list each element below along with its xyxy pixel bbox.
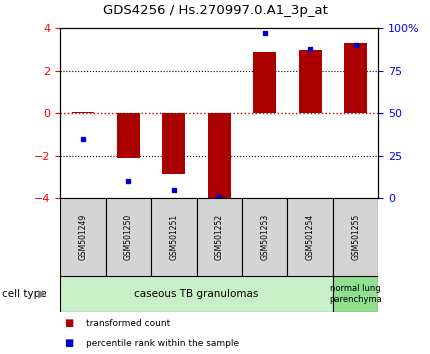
Bar <box>60 276 333 312</box>
Bar <box>288 198 333 276</box>
Text: ▶: ▶ <box>38 289 46 299</box>
Text: GSM501249: GSM501249 <box>78 214 87 260</box>
Bar <box>197 198 242 276</box>
Bar <box>163 113 185 174</box>
Text: GSM501252: GSM501252 <box>215 214 224 260</box>
Text: ■: ■ <box>64 338 74 348</box>
Bar <box>151 198 197 276</box>
Bar <box>333 276 378 312</box>
Bar <box>333 198 378 276</box>
Text: percentile rank within the sample: percentile rank within the sample <box>86 339 239 348</box>
Text: GSM501254: GSM501254 <box>306 214 315 260</box>
Text: GSM501255: GSM501255 <box>351 214 360 260</box>
Bar <box>117 113 140 158</box>
Text: GSM501250: GSM501250 <box>124 214 133 260</box>
Text: cell type: cell type <box>2 289 47 299</box>
Bar <box>253 52 276 113</box>
Bar <box>208 113 230 199</box>
Text: transformed count: transformed count <box>86 319 170 328</box>
Text: normal lung
parenchyma: normal lung parenchyma <box>329 284 382 303</box>
Text: GSM501251: GSM501251 <box>169 214 178 260</box>
Text: GSM501253: GSM501253 <box>260 214 269 260</box>
Text: ■: ■ <box>64 318 74 329</box>
Bar <box>344 43 367 113</box>
Bar <box>71 112 94 113</box>
Text: caseous TB granulomas: caseous TB granulomas <box>135 289 259 299</box>
Bar <box>106 198 151 276</box>
Bar <box>60 198 106 276</box>
Bar <box>242 198 288 276</box>
Bar <box>299 50 322 113</box>
Text: GDS4256 / Hs.270997.0.A1_3p_at: GDS4256 / Hs.270997.0.A1_3p_at <box>103 4 327 17</box>
